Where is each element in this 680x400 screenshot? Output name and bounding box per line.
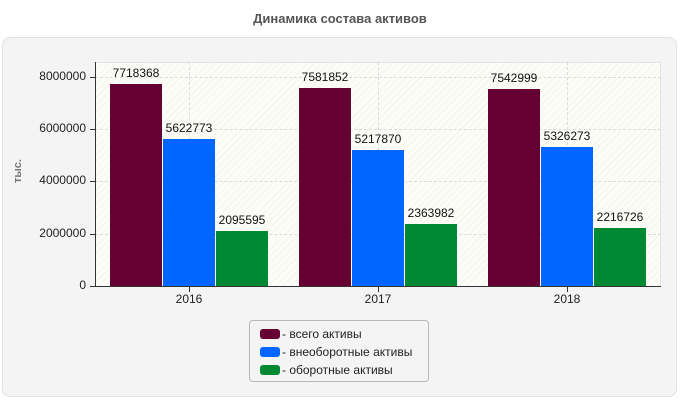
bar[interactable]: [110, 84, 162, 286]
y-tick-label: 0: [79, 278, 86, 292]
x-tick: [567, 287, 568, 292]
y-tick-label: 2000000: [39, 226, 86, 240]
bar-value-label: 5217870: [354, 132, 402, 146]
y-tick: [90, 234, 95, 235]
bar[interactable]: [163, 139, 215, 286]
bar[interactable]: [488, 89, 540, 286]
legend-item-noncurrent[interactable]: - внеоборотные активы: [260, 343, 428, 361]
bar[interactable]: [299, 88, 351, 286]
bar-value-label: 5326273: [543, 129, 591, 143]
legend-swatch-noncurrent: [260, 347, 280, 357]
bar[interactable]: [405, 224, 457, 286]
y-tick: [90, 77, 95, 78]
bar[interactable]: [352, 150, 404, 286]
legend-swatch-current: [260, 365, 280, 375]
legend-swatch-total: [260, 329, 280, 339]
chart-title: Динамика состава активов: [253, 11, 427, 26]
legend-label: - внеоборотные активы: [282, 345, 413, 359]
x-tick-label: 2018: [553, 292, 581, 306]
bar-value-label: 7581852: [301, 70, 349, 84]
y-tick-label: 8000000: [39, 69, 86, 83]
y-tick: [90, 181, 95, 182]
y-tick: [90, 129, 95, 130]
bar-value-label: 7542999: [490, 71, 538, 85]
legend-label: - оборотные активы: [282, 363, 393, 377]
bar[interactable]: [594, 228, 646, 286]
legend-label: - всего активы: [282, 327, 362, 341]
bar-value-label: 7718368: [112, 66, 160, 80]
x-tick: [378, 287, 379, 292]
bar-value-label: 2095595: [218, 213, 266, 227]
y-tick: [90, 286, 95, 287]
bar[interactable]: [541, 147, 593, 286]
y-tick-label: 4000000: [39, 173, 86, 187]
x-axis-line: [95, 286, 661, 287]
x-tick: [189, 287, 190, 292]
bar-value-label: 2363982: [407, 206, 455, 220]
x-tick-label: 2016: [175, 292, 203, 306]
bar-value-label: 5622773: [165, 121, 213, 135]
y-axis-line: [95, 62, 96, 287]
legend-item-current[interactable]: - оборотные активы: [260, 361, 428, 379]
legend: - всего активы - внеоборотные активы - о…: [249, 320, 429, 382]
y-tick-label: 6000000: [39, 121, 86, 135]
x-tick-label: 2017: [364, 292, 392, 306]
bar[interactable]: [216, 231, 268, 286]
legend-item-total[interactable]: - всего активы: [260, 325, 428, 343]
bar-value-label: 2216726: [596, 210, 644, 224]
